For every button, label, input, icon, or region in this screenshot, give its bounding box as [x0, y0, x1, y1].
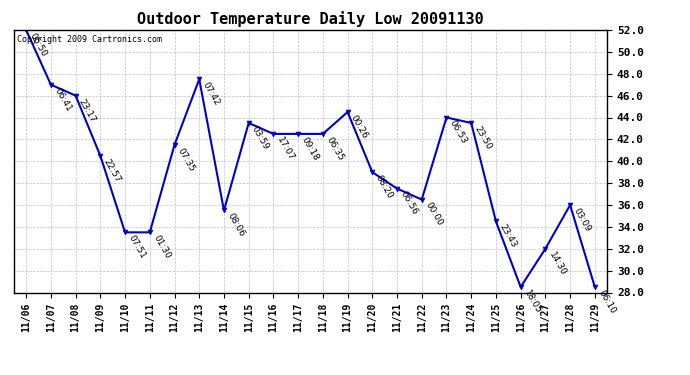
Text: 17:07: 17:07 — [275, 135, 295, 162]
Text: 00:00: 00:00 — [423, 201, 444, 228]
Text: 06:56: 06:56 — [398, 190, 419, 217]
Text: 03:59: 03:59 — [250, 124, 270, 151]
Text: 06:35: 06:35 — [324, 135, 345, 162]
Text: 06:10: 06:10 — [596, 288, 617, 315]
Text: 06:41: 06:41 — [52, 86, 73, 113]
Text: 23:50: 23:50 — [473, 124, 493, 151]
Text: 08:20: 08:20 — [374, 174, 395, 200]
Text: Copyright 2009 Cartronics.com: Copyright 2009 Cartronics.com — [17, 35, 161, 44]
Title: Outdoor Temperature Daily Low 20091130: Outdoor Temperature Daily Low 20091130 — [137, 12, 484, 27]
Text: 06:50: 06:50 — [28, 32, 48, 58]
Text: 18:05: 18:05 — [522, 288, 543, 315]
Text: 09:18: 09:18 — [299, 135, 320, 162]
Text: 23:17: 23:17 — [77, 97, 98, 124]
Text: 07:51: 07:51 — [126, 234, 147, 261]
Text: 23:43: 23:43 — [497, 223, 518, 249]
Text: 01:30: 01:30 — [151, 234, 172, 261]
Text: 14:30: 14:30 — [546, 250, 567, 277]
Text: 22:57: 22:57 — [101, 157, 122, 184]
Text: 03:09: 03:09 — [571, 206, 592, 233]
Text: 07:35: 07:35 — [176, 146, 197, 173]
Text: 00:26: 00:26 — [349, 113, 370, 140]
Text: 06:53: 06:53 — [448, 119, 469, 146]
Text: 08:06: 08:06 — [226, 212, 246, 239]
Text: 07:42: 07:42 — [201, 81, 221, 107]
